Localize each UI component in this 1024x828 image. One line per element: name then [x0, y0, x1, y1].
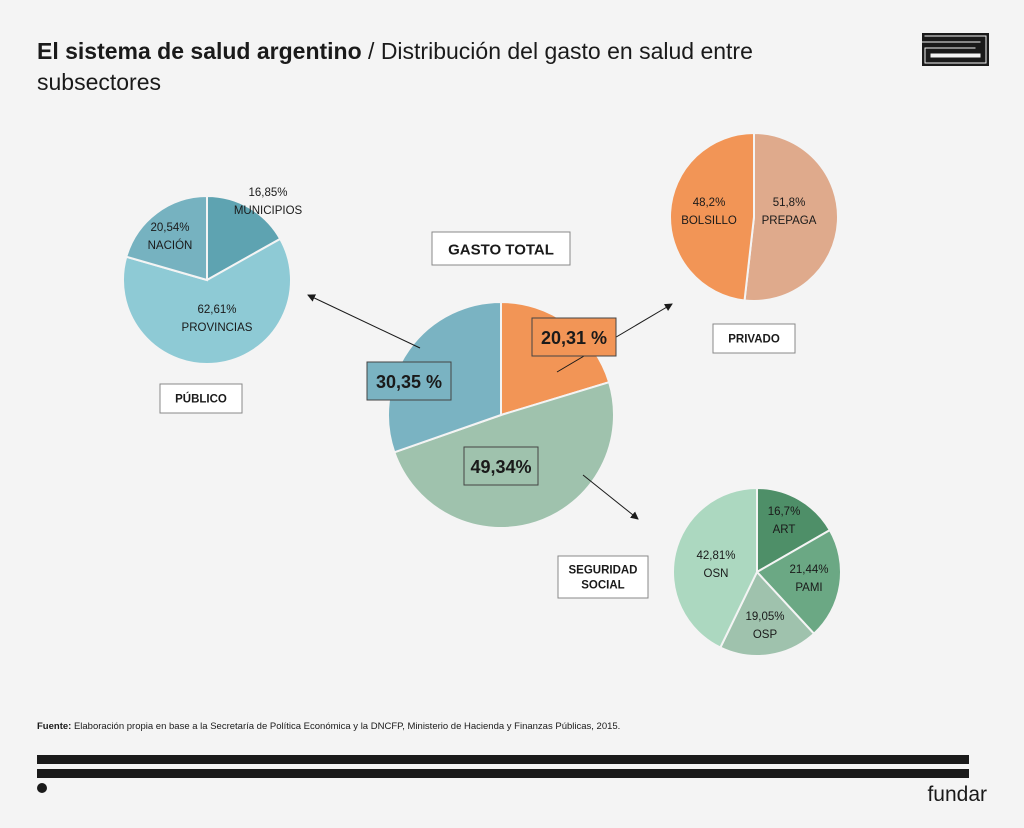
- pie-title-box: [431, 231, 571, 266]
- pie-title: SOCIAL: [581, 580, 624, 592]
- data-label: 30,35 %: [376, 372, 442, 392]
- pie-title: PRIVADO: [728, 334, 780, 346]
- value-label-box: [366, 361, 452, 401]
- data-label-name: MUNICIPIOS: [234, 205, 303, 217]
- chart-title: El sistema de salud argentino / Distribu…: [37, 36, 877, 98]
- data-label-name: BOLSILLO: [681, 215, 737, 227]
- footer-bar: [37, 755, 969, 764]
- data-label-name: NACIÓN: [148, 239, 193, 252]
- brand-name: fundar: [927, 783, 987, 806]
- pie-slice-privado: [669, 131, 755, 302]
- data-label-pct: 42,81%: [696, 550, 735, 562]
- data-label-pct: 62,61%: [197, 304, 236, 316]
- data-label-pct: 20,54%: [150, 222, 189, 234]
- pie-slice-publico: [206, 194, 282, 282]
- data-label-pct: 48,2%: [693, 197, 726, 209]
- data-label-pct: 16,7%: [768, 506, 801, 518]
- pie-title-box: [557, 555, 649, 599]
- data-label-pct: 19,05%: [745, 611, 784, 623]
- data-label: 20,31 %: [541, 328, 607, 348]
- source-label: Fuente:: [37, 721, 72, 732]
- source-text: Elaboración propia en base a la Secretar…: [71, 721, 621, 732]
- footer-dot: [37, 783, 47, 793]
- pie-slice-seguridad-social: [672, 486, 758, 649]
- data-label-pct: 21,44%: [789, 564, 828, 576]
- data-label: 49,34%: [470, 457, 531, 477]
- pie-slice-publico: [122, 237, 292, 365]
- pie-slice-publico: [125, 194, 208, 282]
- pie-slice-privado: [743, 131, 839, 302]
- value-label-box: [531, 317, 617, 357]
- pie-title: GASTO TOTAL: [448, 242, 554, 259]
- data-label-name: PREPAGA: [762, 215, 817, 227]
- arrow-seguridad: [582, 474, 639, 520]
- data-label-name: OSN: [704, 568, 729, 580]
- fundar-logo: [922, 33, 989, 66]
- data-label-name: PROVINCIAS: [182, 322, 253, 334]
- data-label-name: ART: [773, 524, 796, 536]
- pie-title-box: [712, 323, 796, 354]
- data-label-pct: 16,85%: [248, 187, 287, 199]
- arrow-publico: [307, 294, 421, 349]
- title-bold: El sistema de salud argentino: [37, 38, 362, 64]
- data-label-pct: 51,8%: [773, 197, 806, 209]
- pie-slice-seguridad-social: [718, 570, 816, 657]
- source-note: Fuente: Elaboración propia en base a la …: [37, 721, 620, 732]
- pie-title-box: [159, 383, 243, 414]
- data-label-name: PAMI: [795, 582, 822, 594]
- value-label-box: [463, 446, 539, 486]
- footer-bar: [37, 769, 969, 778]
- data-label-name: OSP: [753, 629, 778, 641]
- pie-title: PÚBLICO: [175, 393, 227, 406]
- pie-slice-seguridad-social: [755, 528, 842, 636]
- pie-title: SEGURIDAD: [568, 565, 637, 577]
- pie-slice-seguridad-social: [756, 486, 832, 574]
- title-rest: / Distribución del gasto en salud entre …: [37, 38, 753, 95]
